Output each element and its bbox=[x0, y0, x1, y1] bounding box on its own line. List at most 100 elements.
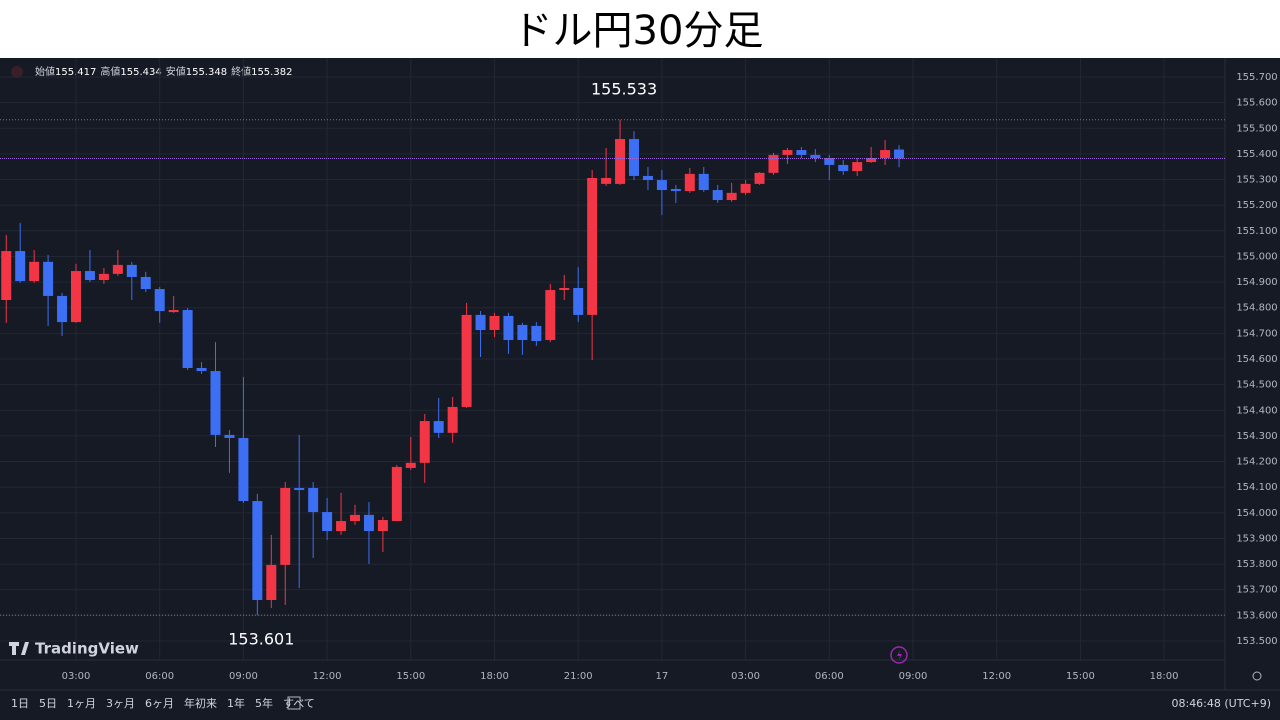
candle-body bbox=[29, 261, 40, 282]
x-tick-label: 12:00 bbox=[982, 671, 1011, 682]
range-button[interactable]: 1年 bbox=[227, 696, 245, 710]
candle-body bbox=[880, 150, 891, 158]
candle-body bbox=[838, 164, 849, 172]
y-tick-label: 154.500 bbox=[1236, 380, 1277, 391]
candle-body bbox=[336, 521, 347, 532]
ohlc-label: 始値 bbox=[35, 65, 55, 78]
candle-body bbox=[405, 462, 416, 468]
clock: 08:46:48 (UTC+9) bbox=[1171, 697, 1271, 710]
range-button[interactable]: 年初来 bbox=[184, 696, 217, 710]
y-tick-label: 154.900 bbox=[1236, 277, 1277, 288]
date-range-icon[interactable] bbox=[287, 696, 301, 710]
candles bbox=[1, 119, 905, 616]
candle-body bbox=[656, 180, 667, 191]
ohlc-label: 高値 bbox=[100, 65, 120, 78]
candle-body bbox=[698, 173, 709, 191]
y-tick-label: 155.000 bbox=[1236, 251, 1277, 262]
brand-logo bbox=[9, 642, 29, 655]
alert-bolt[interactable] bbox=[897, 650, 902, 660]
title-banner bbox=[0, 0, 1280, 58]
candle-body bbox=[824, 157, 835, 165]
y-tick-label: 154.300 bbox=[1236, 431, 1277, 442]
candle-body bbox=[503, 315, 514, 341]
candle-body bbox=[559, 287, 570, 291]
x-tick-label: 06:00 bbox=[145, 671, 174, 682]
range-button[interactable]: 5年 bbox=[255, 696, 273, 710]
candle-body bbox=[196, 367, 207, 372]
x-tick-label: 18:00 bbox=[480, 671, 509, 682]
candle-body bbox=[433, 421, 444, 433]
candle-body bbox=[266, 564, 277, 601]
candle-body bbox=[587, 177, 598, 315]
x-tick-label: 03:00 bbox=[731, 671, 760, 682]
candle-body bbox=[98, 273, 109, 281]
range-button[interactable]: 6ヶ月 bbox=[145, 697, 174, 710]
candle-body bbox=[15, 251, 26, 282]
y-tick-label: 155.600 bbox=[1236, 98, 1277, 109]
settings-icon[interactable] bbox=[1252, 671, 1262, 681]
candle-body bbox=[252, 501, 263, 601]
y-tick-label: 154.000 bbox=[1236, 508, 1277, 519]
y-tick-label: 155.700 bbox=[1236, 72, 1277, 83]
x-tick-label: 09:00 bbox=[229, 671, 258, 682]
candle-body bbox=[126, 264, 137, 277]
candle-body bbox=[182, 310, 193, 368]
symbol-icon[interactable] bbox=[11, 66, 23, 78]
candle-body bbox=[517, 324, 528, 341]
range-button[interactable]: 1日 bbox=[11, 697, 29, 710]
range-button[interactable]: 5日 bbox=[39, 697, 57, 710]
y-tick-label: 154.700 bbox=[1236, 328, 1277, 339]
x-tick-label: 17 bbox=[656, 671, 669, 682]
candle-body bbox=[71, 271, 81, 323]
candle-body bbox=[810, 154, 821, 158]
range-button[interactable]: すべて bbox=[283, 697, 315, 710]
range-button[interactable]: 3ヶ月 bbox=[106, 697, 135, 710]
candle-body bbox=[224, 434, 235, 438]
y-tick-label: 154.400 bbox=[1236, 405, 1277, 416]
y-tick-label: 155.100 bbox=[1236, 226, 1277, 237]
ohlc-value: 155.434 bbox=[120, 67, 161, 78]
brand-name: TradingView bbox=[35, 640, 139, 658]
range-button[interactable]: 1ヶ月 bbox=[67, 697, 96, 710]
y-tick-label: 155.200 bbox=[1236, 200, 1277, 211]
candle-body bbox=[308, 487, 319, 513]
candle-body bbox=[84, 271, 95, 281]
x-tick-label: 15:00 bbox=[1066, 671, 1095, 682]
y-tick-label: 153.500 bbox=[1236, 636, 1277, 647]
candle-body bbox=[322, 512, 333, 532]
y-tick-label: 154.200 bbox=[1236, 457, 1277, 468]
candle-body bbox=[461, 314, 472, 407]
x-tick-label: 06:00 bbox=[815, 671, 844, 682]
candle-body bbox=[796, 150, 807, 155]
high-annotation: 155.533 bbox=[591, 79, 657, 98]
candle-body bbox=[43, 261, 54, 296]
y-tick-label: 154.600 bbox=[1236, 354, 1277, 365]
candle-body bbox=[629, 139, 639, 176]
toolbar: 1日 5日 1ヶ月 3ヶ月 6ヶ月 年初来 1年 5年 すべて bbox=[11, 696, 315, 710]
ohlc-value: 155.382 bbox=[251, 67, 292, 78]
y-tick-label: 154.100 bbox=[1236, 482, 1277, 493]
candle-body bbox=[112, 264, 123, 274]
candle-body bbox=[391, 466, 402, 522]
ohlc-label: 安値 bbox=[166, 65, 186, 78]
candle-body bbox=[377, 520, 388, 532]
ohlc-label: 終値 bbox=[231, 65, 251, 78]
candle-body bbox=[447, 406, 458, 433]
candle-body bbox=[740, 183, 751, 193]
candle-body bbox=[782, 150, 793, 155]
alert-icon[interactable] bbox=[890, 646, 908, 664]
alert-circle[interactable] bbox=[890, 646, 908, 664]
candle-body bbox=[726, 192, 737, 201]
candle-body bbox=[350, 514, 360, 522]
y-tick-label: 153.800 bbox=[1236, 559, 1277, 570]
candle-body bbox=[363, 514, 374, 532]
y-tick-label: 155.300 bbox=[1236, 175, 1277, 186]
candle-body bbox=[140, 276, 151, 290]
candle-body bbox=[545, 290, 556, 341]
candle-body bbox=[1, 251, 12, 301]
x-tick-label: 15:00 bbox=[396, 671, 425, 682]
y-tick-label: 155.500 bbox=[1236, 123, 1277, 134]
y-tick-label: 155.400 bbox=[1236, 149, 1277, 160]
candle-body bbox=[489, 315, 500, 331]
candle-body bbox=[642, 175, 653, 181]
